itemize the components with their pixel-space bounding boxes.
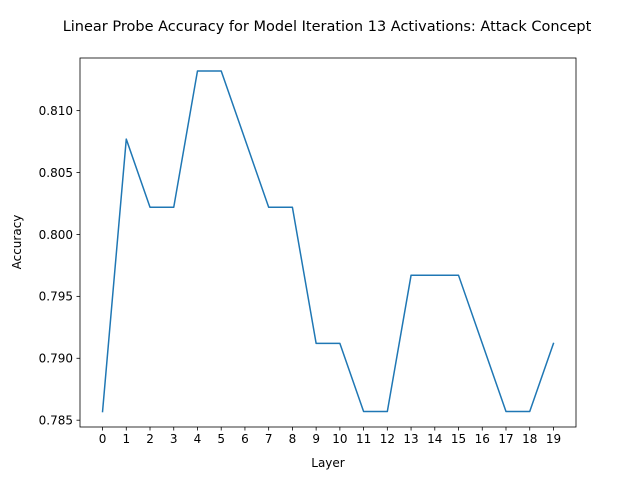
x-tick-label: 18 [522,432,537,446]
x-tick-label: 14 [427,432,442,446]
x-tick-label: 11 [356,432,371,446]
x-tick-label: 1 [122,432,130,446]
x-tick-label: 5 [217,432,225,446]
axes-frame [79,57,577,428]
x-tick-label: 13 [403,432,418,446]
x-tick-label: 17 [498,432,513,446]
x-tick-label: 3 [170,432,178,446]
x-tick-label: 2 [146,432,154,446]
y-tick-label: 0.810 [39,104,73,118]
x-tick-label: 12 [380,432,395,446]
plot-area: 0 1 2 3 4 5 6 7 8 9 10 11 12 13 14 15 16 17 18 190.7850.790… [39,57,577,446]
x-tick-label: 0 [99,432,107,446]
x-tick-label: 16 [475,432,490,446]
series-line [101,70,555,413]
y-tick-label: 0.800 [39,228,73,242]
y-tick-label: 0.790 [39,352,73,366]
y-axis-label: Accuracy [10,215,24,270]
x-tick-label: 10 [332,432,347,446]
x-tick-label: 7 [265,432,273,446]
x-tick-label: 15 [451,432,466,446]
chart-title: Linear Probe Accuracy for Model Iteratio… [63,19,592,35]
y-tick-label: 0.785 [39,413,73,427]
x-tick-label: 4 [194,432,202,446]
x-tick-label: 8 [289,432,297,446]
y-tick-label: 0.795 [39,290,73,304]
x-tick-label: 6 [241,432,249,446]
x-tick-label: 19 [546,432,561,446]
y-tick-label: 0.805 [39,166,73,180]
x-axis-label: Layer [311,456,345,470]
x-tick-label: 9 [312,432,320,446]
